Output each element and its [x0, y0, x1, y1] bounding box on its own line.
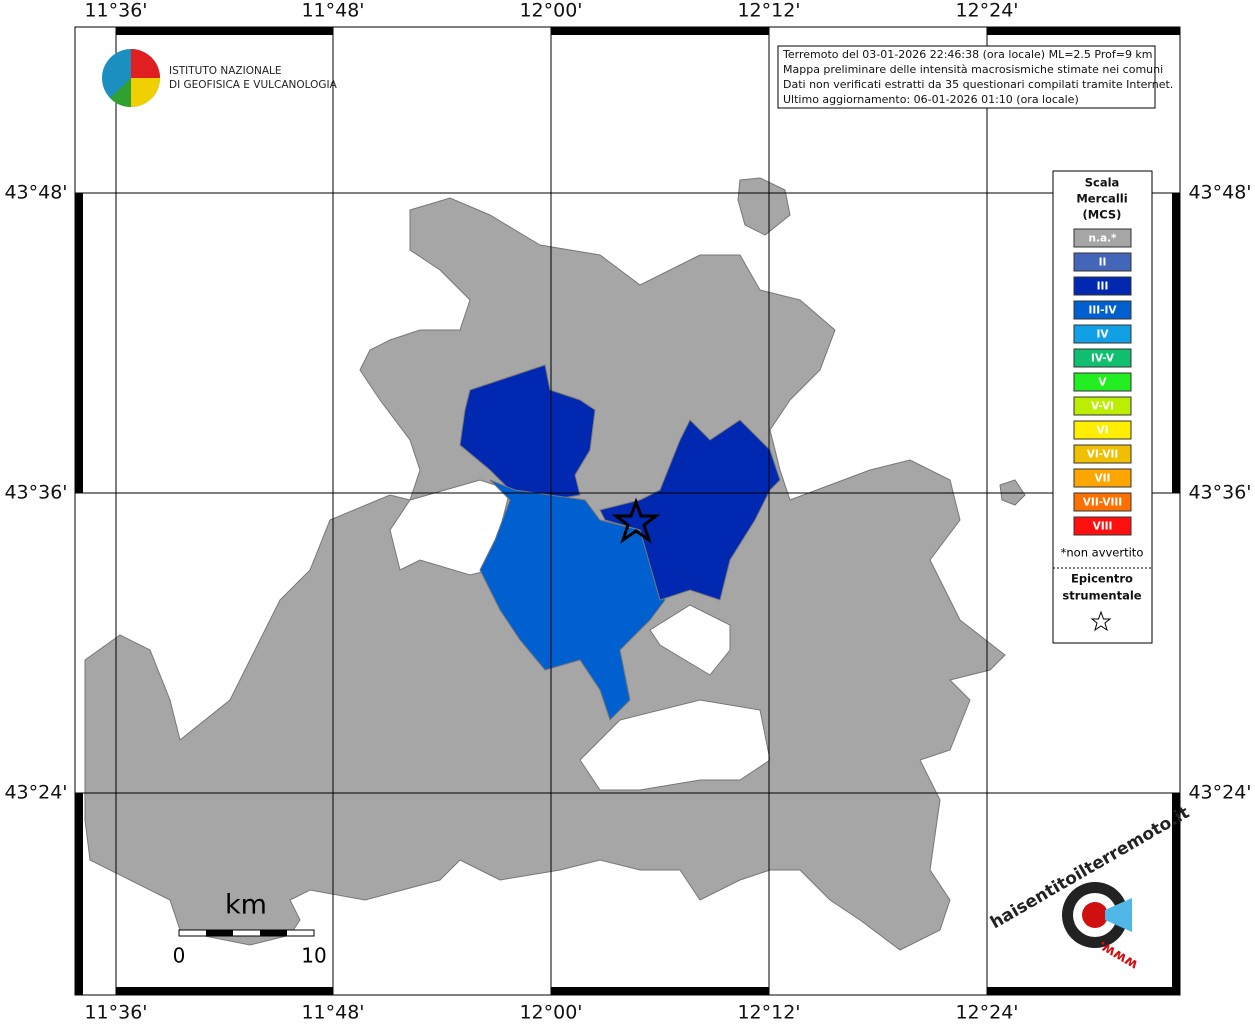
scale-segment — [206, 930, 233, 936]
legend-swatch — [1073, 348, 1132, 368]
legend-swatch — [1073, 468, 1132, 488]
legend-star — [1090, 610, 1112, 632]
scale-frame — [178, 929, 315, 937]
legend-note: *non avvertito — [1061, 546, 1144, 560]
lon-label: 11°48' — [301, 0, 364, 22]
legend-label: IV — [1096, 329, 1109, 341]
legend-swatch — [1073, 252, 1132, 272]
region-iii — [599, 419, 781, 601]
legend: Scala Mercalli (MCS) *non avvertito Epic… — [1052, 170, 1153, 644]
lon-label: 12°12' — [737, 0, 800, 22]
legend-label: VI — [1096, 425, 1108, 437]
legend-swatch — [1073, 396, 1132, 416]
logo-line2: DI GEOFISICA E VULCANOLOGIA — [169, 79, 338, 91]
frame-bands — [75, 27, 1180, 995]
legend-label: II — [1099, 257, 1107, 269]
legend-swatch — [1073, 492, 1132, 512]
frame-band — [1172, 193, 1180, 493]
axis-labels: 11°36' 11°36' 11°48' 11°48' 12°00' 12°00' 12°1… — [4, 0, 1251, 1024]
lat-label: 43°48' — [4, 182, 67, 204]
frame-band — [551, 27, 769, 35]
scale-bar: km 0 10 — [173, 890, 327, 968]
lat-label: 43°36' — [4, 482, 67, 504]
region-iii — [459, 364, 596, 501]
legend-label: VI-VII — [1087, 449, 1119, 461]
legend-title: Mercalli — [1076, 192, 1127, 206]
legend-label: III — [1097, 281, 1109, 293]
logo-line1: ISTITUTO NAZIONALE — [169, 65, 282, 77]
frame-band — [75, 793, 83, 995]
legend-epicenter: strumentale — [1062, 589, 1141, 603]
hole — [389, 479, 511, 576]
info-frame — [777, 45, 1156, 109]
lon-label: 12°24' — [955, 1002, 1018, 1024]
ingv-logo: ISTITUTO NAZIONALE DI GEOFISICA E VULCAN… — [102, 49, 338, 107]
legend-swatch — [1073, 276, 1132, 296]
scale-unit: km — [225, 890, 267, 921]
legend-swatch — [1073, 444, 1132, 464]
frame-band — [116, 987, 333, 995]
lon-label: 12°00' — [519, 1002, 582, 1024]
legend-label: VII-VIII — [1083, 497, 1122, 509]
info-line: Terremoto del 03-01-2026 22:46:38 (ora l… — [782, 48, 1153, 61]
lat-label: 43°48' — [1188, 182, 1251, 204]
frame-band — [551, 987, 769, 995]
region-iii-iv — [479, 479, 666, 721]
legend-label: V — [1098, 377, 1107, 389]
scale-segment — [260, 930, 287, 936]
land — [84, 177, 1026, 951]
legend-label: III-IV — [1088, 305, 1117, 317]
legend-swatch — [1073, 324, 1132, 344]
badge-speaker — [1105, 898, 1132, 932]
lat-label: 43°24' — [1188, 782, 1251, 804]
logo-segment — [131, 49, 160, 78]
logo-segment — [110, 78, 131, 107]
info-line: Mappa preliminare delle intensità macros… — [783, 63, 1163, 76]
legend-swatch — [1073, 228, 1132, 248]
badge: haisentitoilterremoto.it www. — [987, 803, 1193, 973]
legend-label: IV-V — [1091, 353, 1115, 365]
graticule — [75, 27, 1180, 995]
scale-start: 0 — [173, 944, 186, 968]
lon-label: 11°48' — [301, 1002, 364, 1024]
legend-label: n.a.* — [1088, 233, 1117, 245]
legend-swatch — [1073, 516, 1132, 536]
lon-label: 12°12' — [737, 1002, 800, 1024]
epicenter-star — [611, 497, 661, 544]
legend-title: Scala — [1085, 176, 1120, 190]
legend-label: VIII — [1093, 521, 1113, 533]
legend-label: V-VI — [1091, 401, 1114, 413]
badge-prefix: www. — [1095, 937, 1140, 972]
lat-label: 43°24' — [4, 782, 67, 804]
info-box: Terremoto del 03-01-2026 22:46:38 (ora l… — [777, 45, 1173, 109]
lon-label: 11°36' — [84, 0, 147, 22]
frame-band — [1172, 793, 1180, 995]
legend-title: (MCS) — [1083, 208, 1122, 222]
badge-center — [1082, 902, 1108, 928]
legend-swatch — [1073, 372, 1132, 392]
lon-label: 12°00' — [519, 0, 582, 22]
legend-epicenter: Epicentro — [1071, 572, 1133, 586]
frame-band — [75, 193, 83, 493]
frame-band — [987, 27, 1180, 35]
scale-end: 10 — [301, 944, 326, 968]
lat-label: 43°36' — [1188, 482, 1251, 504]
info-line: Ultimo aggiornamento: 06-01-2026 01:10 (… — [783, 93, 1079, 106]
lon-label: 11°36' — [84, 1002, 147, 1024]
info-line: Dati non verificati estratti da 35 quest… — [783, 78, 1173, 91]
logo-segment — [131, 78, 160, 107]
frame-band — [116, 27, 333, 35]
lon-label: 12°24' — [955, 0, 1018, 22]
frame-band — [987, 987, 1180, 995]
region — [737, 177, 791, 236]
hole — [579, 699, 771, 791]
legend-swatch — [1073, 300, 1132, 320]
hole — [649, 604, 731, 676]
legend-swatch — [1073, 420, 1132, 440]
legend-label: VII — [1095, 473, 1111, 485]
